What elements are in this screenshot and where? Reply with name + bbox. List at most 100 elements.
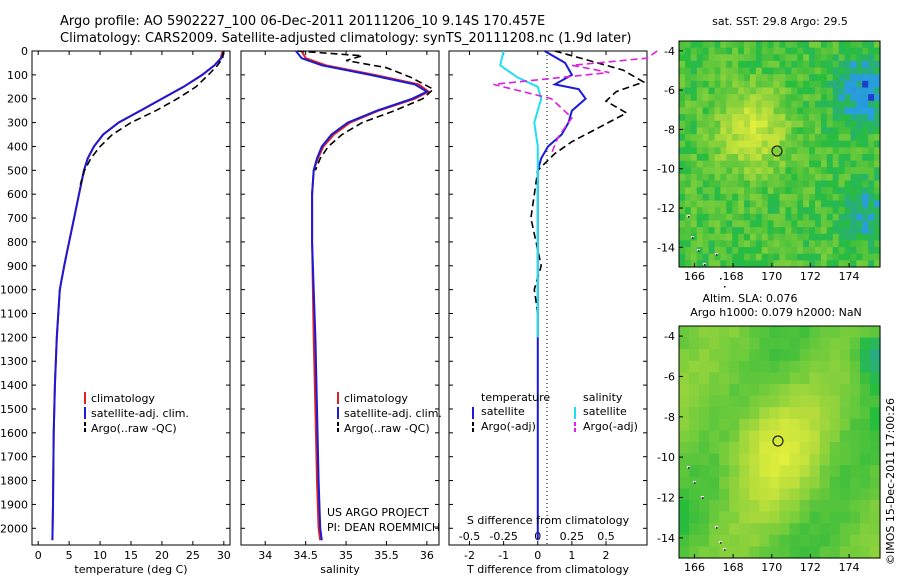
map-cell <box>803 227 810 235</box>
map-cell <box>829 326 841 339</box>
legend-group-title: temperature <box>481 391 550 404</box>
map-cell <box>755 87 763 95</box>
map-cell <box>773 154 781 162</box>
map-cell <box>702 114 710 122</box>
map-cell <box>814 74 822 82</box>
map-cell <box>809 349 821 362</box>
map-cell <box>862 160 869 168</box>
map-cell <box>826 233 834 242</box>
map-cell <box>803 154 810 162</box>
map-cell <box>785 114 792 122</box>
legend-label: satellite <box>481 405 525 418</box>
map-cell <box>755 220 763 228</box>
map-cell <box>696 213 704 222</box>
map-cell <box>767 253 775 261</box>
map-cell <box>773 54 781 62</box>
map-cell <box>779 127 787 135</box>
map-cell <box>844 180 852 188</box>
map-cell <box>749 67 757 75</box>
map-cell <box>719 546 730 559</box>
salinity-panel: 34 34.5 35 35.5 36 salinity climatologysatel… <box>240 50 442 576</box>
map-x-tick-label: 166 <box>684 561 705 574</box>
map-cell <box>874 80 881 89</box>
map-cell <box>791 107 798 115</box>
map-cell <box>749 418 760 431</box>
map-cell <box>844 134 852 142</box>
map-cell <box>799 523 811 536</box>
map-cell <box>714 41 721 49</box>
map-cell <box>708 233 716 242</box>
map-cell <box>755 227 763 235</box>
map-cell <box>820 54 828 62</box>
map-cell <box>797 74 804 82</box>
map-cell <box>839 395 851 408</box>
map-cell <box>726 240 733 248</box>
map-cell <box>819 349 831 362</box>
map-cell <box>797 60 804 69</box>
map-cell <box>744 187 751 195</box>
project-label: US ARGO PROJECT <box>327 506 429 519</box>
map-cell <box>779 453 791 466</box>
map-cell <box>709 407 720 420</box>
map-cell <box>708 227 716 235</box>
map-cell <box>779 253 787 261</box>
map-cell <box>761 127 769 135</box>
map-cell <box>767 227 775 235</box>
map-cell <box>809 213 816 222</box>
map-cell <box>702 147 710 155</box>
map-cell <box>779 213 787 222</box>
map-cell <box>714 60 721 69</box>
map-cell <box>838 114 846 122</box>
map-cell <box>720 180 727 188</box>
map-cell <box>839 465 851 478</box>
map-cell <box>714 140 721 148</box>
map-cell <box>826 100 834 109</box>
map-cell <box>856 220 863 228</box>
map-cell <box>799 500 811 513</box>
map-cell <box>684 107 692 115</box>
map-cell <box>708 140 716 148</box>
map-cell <box>749 100 757 109</box>
map-cell <box>744 220 751 228</box>
map-cell <box>729 337 740 350</box>
map-cell <box>791 127 798 135</box>
map-cell <box>679 107 686 115</box>
map-cell <box>720 220 727 228</box>
map-cell <box>809 134 816 142</box>
map-cell <box>720 41 727 49</box>
map-cell <box>709 523 720 536</box>
map-cell <box>679 94 686 102</box>
map-cell <box>738 100 745 109</box>
map-cell <box>696 41 704 49</box>
map-cell <box>849 360 861 373</box>
map-cell <box>761 120 769 129</box>
difference-panel: -2 -1 0 1 2 -0.5 -0.25 0 0.25 0.5 S difference f… <box>448 50 658 576</box>
map-cell <box>684 120 692 129</box>
map-cell <box>749 511 760 524</box>
map-cell <box>779 360 791 373</box>
map-cell <box>874 47 881 55</box>
map-cell <box>809 253 816 261</box>
map-cell <box>679 227 686 235</box>
map-cell <box>819 546 831 559</box>
map-cell <box>773 207 781 215</box>
map-cell <box>874 147 881 155</box>
map-cell <box>726 160 733 168</box>
map-cell <box>859 476 871 489</box>
map-cell <box>809 534 821 547</box>
map-cell <box>684 134 692 142</box>
x-tick-label: 34.5 <box>293 549 318 562</box>
map-cell <box>702 47 710 55</box>
map-cell <box>732 87 739 95</box>
map-cell <box>755 160 763 168</box>
map-cell <box>809 100 816 109</box>
map-cell <box>708 207 716 215</box>
map-cell <box>826 193 834 202</box>
map-cell <box>690 160 698 168</box>
x-tick-label: 5 <box>66 549 73 562</box>
map-x-tick-label: 172 <box>800 561 821 574</box>
map-cell <box>814 240 822 248</box>
map-cell <box>720 227 727 235</box>
map-cell <box>684 114 692 122</box>
map-cell <box>696 167 704 175</box>
